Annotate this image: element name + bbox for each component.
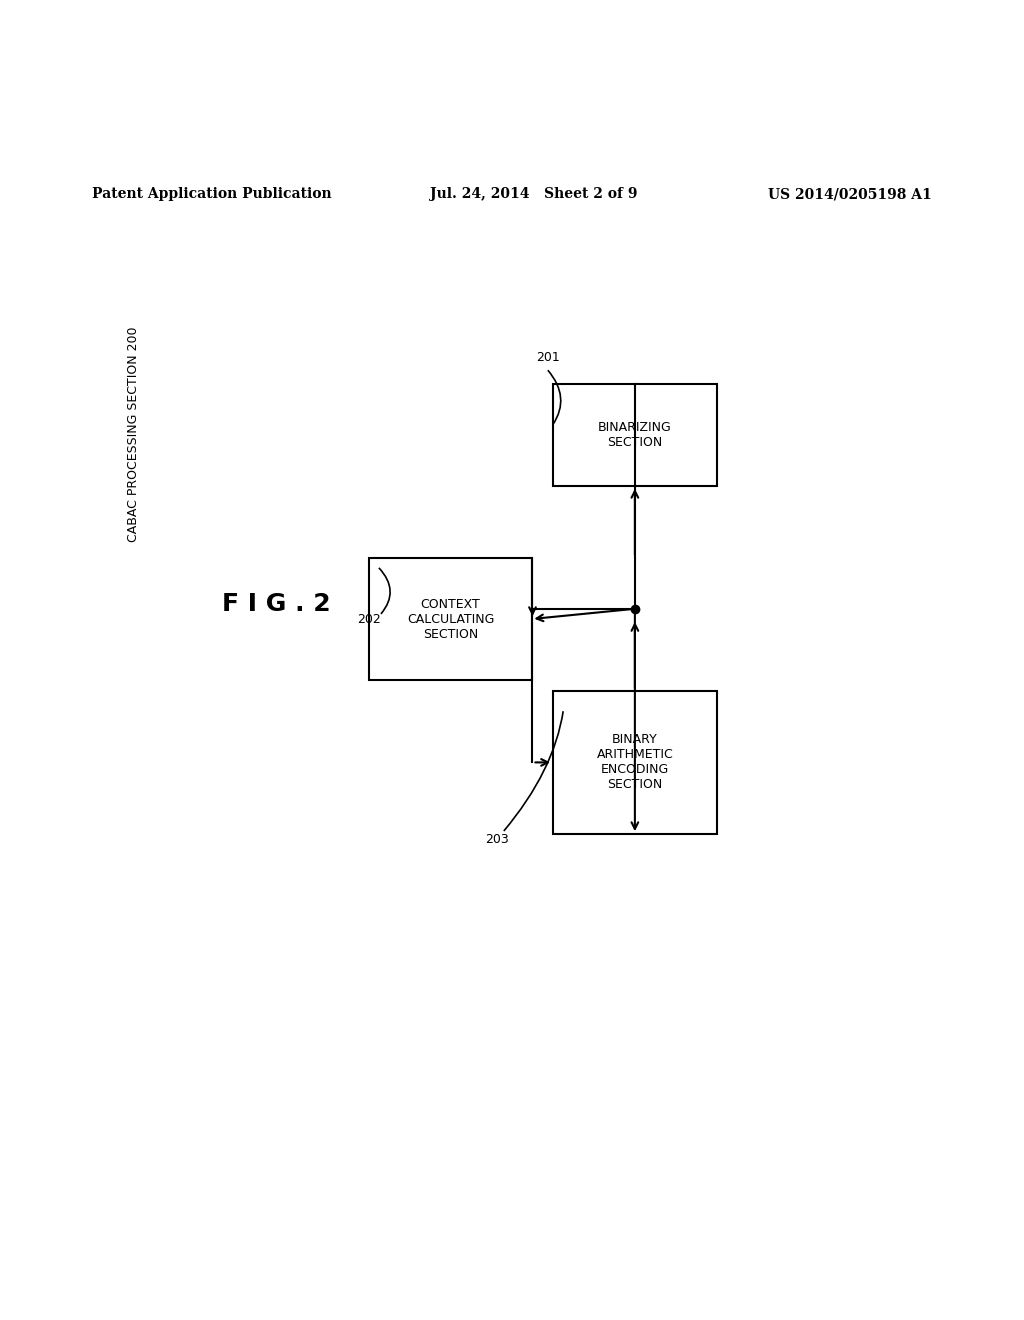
Text: CONTEXT
CALCULATING
SECTION: CONTEXT CALCULATING SECTION (407, 598, 495, 640)
FancyBboxPatch shape (369, 557, 532, 681)
Text: BINARIZING
SECTION: BINARIZING SECTION (598, 421, 672, 449)
Text: BINARY
ARITHMETIC
ENCODING
SECTION: BINARY ARITHMETIC ENCODING SECTION (597, 734, 673, 792)
Text: CABAC PROCESSING SECTION 200: CABAC PROCESSING SECTION 200 (127, 327, 139, 543)
Text: 203: 203 (484, 833, 509, 846)
Text: 202: 202 (356, 612, 381, 626)
Text: Jul. 24, 2014   Sheet 2 of 9: Jul. 24, 2014 Sheet 2 of 9 (430, 187, 638, 201)
Text: US 2014/0205198 A1: US 2014/0205198 A1 (768, 187, 932, 201)
Text: F I G . 2: F I G . 2 (222, 591, 331, 615)
Text: Patent Application Publication: Patent Application Publication (92, 187, 332, 201)
FancyBboxPatch shape (553, 690, 717, 834)
Text: 201: 201 (536, 351, 560, 364)
FancyBboxPatch shape (553, 384, 717, 486)
